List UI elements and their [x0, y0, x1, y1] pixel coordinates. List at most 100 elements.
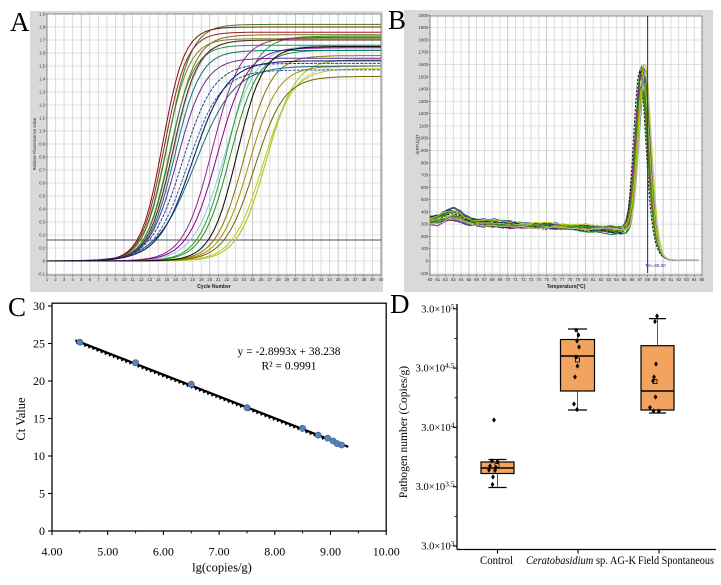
svg-text:1.0: 1.0 [39, 129, 45, 134]
svg-text:10: 10 [122, 277, 127, 282]
svg-text:64: 64 [459, 277, 464, 282]
svg-text:5: 5 [80, 277, 83, 282]
svg-text:23: 23 [233, 277, 238, 282]
svg-text:2: 2 [54, 277, 57, 282]
svg-text:30: 30 [293, 277, 298, 282]
svg-text:11: 11 [130, 277, 135, 282]
svg-text:D: D [390, 289, 410, 319]
svg-text:1700: 1700 [419, 50, 429, 55]
svg-text:92: 92 [676, 277, 681, 282]
svg-text:3.0×104.5: 3.0×104.5 [416, 361, 455, 375]
svg-text:62: 62 [443, 277, 448, 282]
svg-text:34: 34 [327, 277, 332, 282]
svg-text:75: 75 [544, 277, 549, 282]
svg-text:37: 37 [353, 277, 358, 282]
svg-text:25: 25 [33, 337, 45, 351]
svg-text:83: 83 [606, 277, 611, 282]
svg-text:15: 15 [33, 412, 45, 426]
svg-text:2000: 2000 [419, 13, 429, 18]
svg-text:85: 85 [622, 277, 627, 282]
svg-text:400: 400 [421, 209, 429, 214]
svg-text:1000: 1000 [419, 136, 429, 141]
svg-text:1500: 1500 [419, 74, 429, 79]
svg-text:61: 61 [435, 277, 440, 282]
svg-text:88: 88 [645, 277, 650, 282]
svg-text:A: A [10, 7, 30, 37]
svg-text:900: 900 [421, 148, 429, 153]
svg-text:81: 81 [591, 277, 596, 282]
svg-text:1.2: 1.2 [39, 103, 45, 108]
svg-text:Cycle Number: Cycle Number [197, 284, 231, 290]
svg-text:69: 69 [498, 277, 503, 282]
svg-text:87: 87 [637, 277, 642, 282]
svg-text:300: 300 [421, 222, 429, 227]
svg-text:30: 30 [33, 299, 45, 313]
svg-text:3.0×105: 3.0×105 [421, 302, 455, 316]
svg-text:15: 15 [165, 277, 170, 282]
svg-text:lg(copies/g): lg(copies/g) [192, 561, 252, 575]
svg-text:91: 91 [669, 277, 674, 282]
svg-text:0.2: 0.2 [39, 233, 45, 238]
svg-text:9: 9 [114, 277, 117, 282]
svg-text:0.9: 0.9 [39, 142, 45, 147]
svg-text:19: 19 [199, 277, 204, 282]
svg-text:94: 94 [692, 277, 697, 282]
svg-text:1.1: 1.1 [39, 116, 45, 121]
svg-text:16: 16 [173, 277, 178, 282]
svg-text:66: 66 [474, 277, 479, 282]
svg-text:Control: Control [480, 555, 513, 567]
svg-text:70: 70 [505, 277, 510, 282]
svg-text:1600: 1600 [419, 62, 429, 67]
svg-text:-100: -100 [420, 271, 429, 276]
svg-text:200: 200 [421, 234, 429, 239]
svg-text:39: 39 [370, 277, 375, 282]
svg-text:77: 77 [560, 277, 565, 282]
svg-text:1.3: 1.3 [39, 90, 45, 95]
svg-text:0: 0 [426, 259, 429, 264]
svg-text:0.1: 0.1 [39, 246, 45, 251]
svg-text:60: 60 [428, 277, 433, 282]
svg-text:21: 21 [216, 277, 221, 282]
svg-text:Field Spontaneous: Field Spontaneous [638, 555, 714, 567]
svg-text:Temperature(°C): Temperature(°C) [547, 284, 586, 290]
svg-text:Tm=88.00: Tm=88.00 [645, 263, 666, 268]
svg-text:1200: 1200 [419, 111, 429, 116]
svg-text:33: 33 [319, 277, 324, 282]
svg-text:86: 86 [630, 277, 635, 282]
svg-text:13: 13 [147, 277, 152, 282]
svg-text:10.00: 10.00 [373, 545, 400, 559]
svg-text:600: 600 [421, 185, 429, 190]
svg-text:76: 76 [552, 277, 557, 282]
svg-text:Pathogen number (Copies/g): Pathogen number (Copies/g) [398, 366, 410, 498]
svg-text:38: 38 [362, 277, 367, 282]
svg-text:3.0×104: 3.0×104 [421, 420, 455, 434]
svg-text:35: 35 [336, 277, 341, 282]
svg-text:17: 17 [182, 277, 187, 282]
svg-text:R² = 0.9991: R² = 0.9991 [262, 361, 317, 373]
svg-text:27: 27 [267, 277, 272, 282]
svg-text:0.5: 0.5 [39, 194, 45, 199]
svg-text:0.4: 0.4 [39, 207, 45, 212]
svg-text:6: 6 [89, 277, 92, 282]
svg-text:40: 40 [379, 277, 384, 282]
svg-text:5: 5 [39, 487, 45, 501]
svg-text:1300: 1300 [419, 99, 429, 104]
svg-text:68: 68 [490, 277, 495, 282]
svg-text:8: 8 [106, 277, 109, 282]
svg-text:8.00: 8.00 [264, 545, 285, 559]
svg-text:71: 71 [513, 277, 518, 282]
svg-text:-d(RFU)/dT: -d(RFU)/dT [415, 134, 420, 156]
svg-text:500: 500 [421, 197, 429, 202]
svg-text:1.8: 1.8 [39, 25, 45, 30]
svg-text:26: 26 [259, 277, 264, 282]
svg-text:Ct Value: Ct Value [14, 397, 28, 441]
svg-text:3: 3 [63, 277, 66, 282]
svg-text:24: 24 [242, 277, 247, 282]
svg-text:4: 4 [72, 277, 75, 282]
svg-text:63: 63 [451, 277, 456, 282]
svg-text:0.3: 0.3 [39, 220, 45, 225]
svg-text:29: 29 [284, 277, 289, 282]
svg-text:0.7: 0.7 [39, 168, 45, 173]
svg-text:90: 90 [661, 277, 666, 282]
svg-text:78: 78 [568, 277, 573, 282]
